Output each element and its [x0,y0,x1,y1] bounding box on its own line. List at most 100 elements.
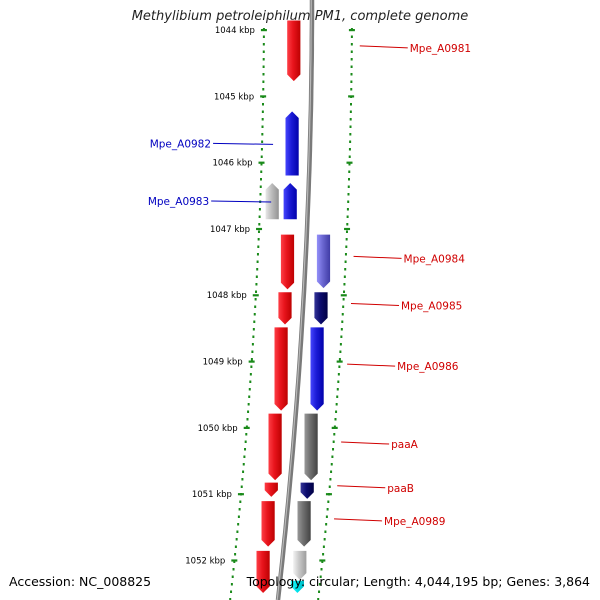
dot-guide-right [343,283,346,286]
backbone-highlight [276,0,312,600]
gene-label: paaB [387,483,414,495]
dot-guide-right [350,65,353,68]
dotted-guides [229,28,353,600]
dot-guide-right [332,440,335,443]
tick-mark [231,559,238,562]
dot-guide-right [344,268,347,271]
label-leader [334,518,383,522]
dot-guide-right [350,80,353,83]
tick-label: 1048 kbp [207,291,247,301]
dot-guide-right [347,200,350,203]
gene-Mpe_A0986 [309,326,325,412]
dot-guide-right [333,433,336,436]
dot-guide-left [260,148,263,151]
dot-guide-right [342,298,345,301]
dot-guide-left [262,73,265,76]
dot-guide-left [262,58,265,61]
gene-Mpe_A0985 [313,291,329,326]
dot-guide-left [254,298,257,301]
tick-label: 1047 kbp [210,225,250,235]
dot-guide-left [229,598,232,600]
dot-guide-right [342,305,345,308]
tick-mark-right [344,227,351,231]
dot-guide-right [338,358,341,361]
tick-mark [258,161,265,164]
dot-guide-right [341,313,344,316]
dot-guide-right [350,73,353,76]
dot-guide-right [332,448,335,451]
tick-marks: 1044 kbp 1045 kbp 1046 kbp 1047 kbp 1048 kbp… [185,26,355,566]
gene-label: Mpe_A0985 [401,300,462,312]
dot-guide-right [350,35,353,38]
dot-guide-right [326,508,329,511]
dot-guide-left [230,583,233,586]
dot-guide-right [322,545,325,548]
dot-guide-left [233,560,236,563]
gene-feature [264,181,280,221]
dot-guide-right [317,598,320,600]
tick-mark [237,493,244,496]
dot-guide-right [347,185,350,188]
tick-mark-right [319,559,326,562]
dot-guide-right [325,515,328,518]
length-value: 4,044,195 bp; [414,574,503,589]
dot-guide-left [231,575,234,578]
dot-guide-left [248,388,251,391]
dot-guide-right [348,155,351,158]
dot-guide-left [257,245,260,248]
label-leader [211,200,272,203]
gene-label: Mpe_A0986 [397,361,459,373]
tick-mark [248,360,255,363]
gene-feature [263,481,279,498]
dot-guide-right [335,403,338,406]
dot-guide-left [249,373,252,376]
gene-label: Mpe_A0981 [410,43,471,55]
dot-guide-left [250,358,253,361]
dot-guide-left [255,283,258,286]
topology-footer: Topology: circular; Length: 4,044,195 bp… [247,574,590,589]
dot-guide-left [262,43,265,46]
label-leader [347,363,396,367]
label-leader [337,485,386,489]
gene-Mpe_A0982 [284,110,300,177]
dot-guide-left [258,223,261,226]
gene-Mpe_A0989 [296,500,312,548]
dot-guide-right [337,380,340,383]
dot-guide-right [348,163,351,166]
gene-paaB [299,481,315,500]
dot-guide-left [235,538,238,541]
topology-value: circular; [309,574,360,589]
dot-guide-right [329,478,332,481]
gene-label: Mpe_A0989 [384,516,445,528]
dot-guide-left [246,418,249,421]
tick-mark-right [348,95,355,98]
dot-guide-left [244,440,247,443]
label-leader [341,441,390,445]
gene-feature [267,412,283,482]
dot-guide-left [257,230,260,233]
tick-label: 1049 kbp [203,358,243,368]
gene-feature [292,550,308,581]
dot-guide-left [240,485,243,488]
label-leader [353,255,402,259]
dot-guide-right [350,43,353,46]
dot-guide-right [349,125,352,128]
dot-guide-left [251,350,254,353]
dot-guide-right [341,320,344,323]
dot-guide-left [258,215,261,218]
backbone-line [275,0,315,600]
tick-label: 1044 kbp [215,26,255,36]
dot-guide-left [251,343,254,346]
dot-guide-left [252,335,255,338]
dot-guide-right [331,455,334,458]
dot-guide-right [325,523,328,526]
dot-guide-right [344,260,347,263]
gene-features [255,19,331,595]
title: Methylibium petroleiphilum PM1, complete… [131,9,469,24]
dot-guide-right [350,88,353,91]
gene-feature [273,326,289,412]
dot-guide-left [262,65,265,68]
dot-guide-right [344,253,347,256]
gene-feature [260,500,276,548]
